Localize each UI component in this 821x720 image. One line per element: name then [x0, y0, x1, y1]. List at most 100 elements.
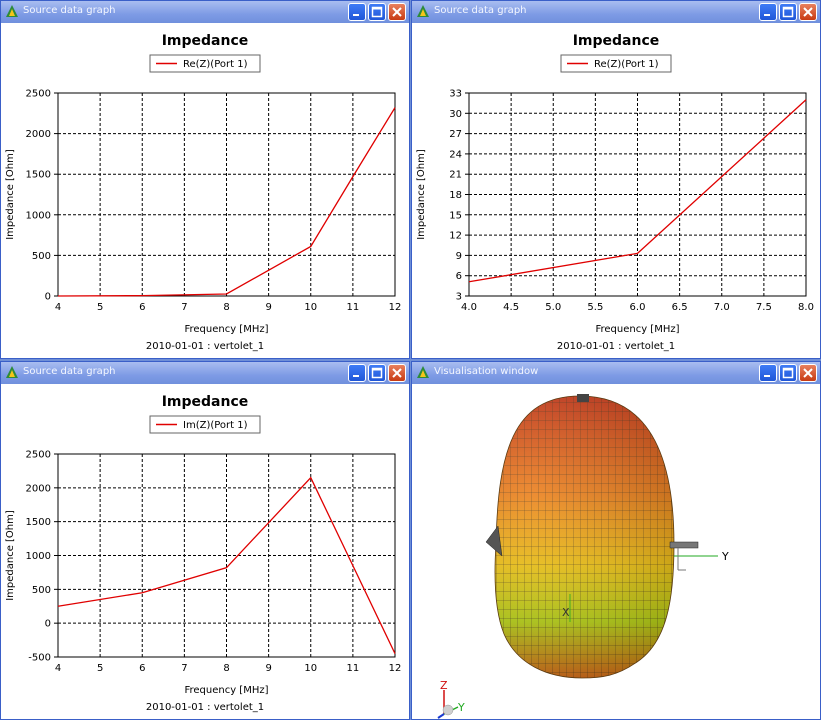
x-tick-label: 4: [55, 663, 61, 674]
window-titlebar[interactable]: Source data graph: [1, 362, 409, 384]
plot-frame: [57, 453, 396, 658]
y-tick-label: 30: [449, 109, 462, 120]
maximize-button[interactable]: [779, 364, 797, 382]
legend-box: [149, 415, 261, 434]
chart-legend: Re(Z)(Port 1): [149, 54, 261, 73]
source-data-graph-window-2[interactable]: Source data graph Impedance Re(Z)(Port 1)…: [411, 0, 821, 359]
y-tick-label: -500: [28, 653, 51, 664]
legend-label: Re(Z)(Port 1): [183, 59, 248, 70]
minimize-button[interactable]: [348, 3, 366, 21]
series-line: [468, 99, 807, 283]
x-tick-label: 9: [265, 302, 271, 313]
impedance-chart: Impedance Re(Z)(Port 1) 4.0 4.5 5.0 5.5 6.0 6.5…: [416, 33, 814, 352]
legend-box: [149, 54, 261, 73]
maximize-button[interactable]: [368, 3, 386, 21]
y-tick-label: 15: [449, 210, 462, 221]
x-tick-label: 5.5: [587, 302, 603, 313]
y-axis-label: Impedance [Ohm]: [416, 149, 427, 240]
chart-area: Impedance Re(Z)(Port 1) 4 5 6 7 8 9 10 11 12 0 500 10…: [1, 23, 409, 358]
x-tick-label: 7.0: [714, 302, 730, 313]
x-tick-label: 7: [181, 663, 187, 674]
x-tick-label: 7.5: [756, 302, 772, 313]
y-axis-label: Y: [457, 701, 465, 714]
minimize-button[interactable]: [348, 364, 366, 382]
chart-footer: 2010-01-01 : vertolet_1: [146, 341, 264, 352]
chart-area: Impedance Im(Z)(Port 1) 4 5 6 7 8 9 10 11 12 -500 0 5…: [1, 384, 409, 719]
window-titlebar[interactable]: Source data graph: [1, 1, 409, 23]
y-tick-label: 0: [45, 619, 51, 630]
antenna-model: [485, 394, 699, 557]
3d-viewport[interactable]: Y X Z Y: [412, 384, 820, 719]
x-tick-label: 9: [265, 663, 271, 674]
window-titlebar[interactable]: Visualisation window: [412, 362, 820, 384]
window-title: Visualisation window: [434, 366, 539, 377]
chart-footer: 2010-01-01 : vertolet_1: [557, 341, 675, 352]
y-axis-label: Impedance [Ohm]: [5, 510, 16, 601]
y-tick-label: 27: [449, 129, 462, 140]
y-tick-label: 6: [456, 271, 462, 282]
close-button[interactable]: [799, 3, 817, 21]
chart-footer: 2010-01-01 : vertolet_1: [146, 702, 264, 713]
x-axis-label: X: [562, 606, 570, 619]
close-button[interactable]: [799, 364, 817, 382]
x-tick-label: 10: [304, 663, 317, 674]
chart-title: Impedance: [162, 394, 249, 410]
y-tick-label: 33: [449, 89, 462, 100]
minimize-button[interactable]: [759, 364, 777, 382]
source-data-graph-window-1[interactable]: Source data graph Impedance Re(Z)(Port 1)…: [0, 0, 410, 359]
visualisation-window[interactable]: Visualisation window: [411, 361, 821, 720]
y-tick-label: 2500: [26, 450, 51, 461]
x-tick-label: 11: [347, 663, 360, 674]
window-title: Source data graph: [23, 366, 116, 377]
impedance-chart: Impedance Im(Z)(Port 1) 4 5 6 7 8 9 10 11 12 -500 0 5…: [5, 394, 402, 713]
y-axis-label: Impedance [Ohm]: [5, 149, 16, 240]
x-tick-label: 12: [389, 663, 402, 674]
x-tick-label: 5: [97, 302, 103, 313]
x-tick-label: 12: [389, 302, 402, 313]
x-tick-label: 4.0: [461, 302, 477, 313]
window-title: Source data graph: [434, 5, 527, 16]
app-icon: [6, 366, 18, 378]
y-tick-label: 1000: [26, 210, 51, 221]
y-tick-label: 9: [456, 251, 462, 262]
y-tick-label: 500: [32, 585, 51, 596]
y-tick-label: 500: [32, 251, 51, 262]
chart-area: Impedance Re(Z)(Port 1) 4.0 4.5 5.0 5.5 6.0 6.5…: [412, 23, 820, 358]
y-tick-label: 1500: [26, 517, 51, 528]
plot-frame: [468, 92, 807, 297]
axis-indicator: Y X: [562, 548, 729, 622]
window-title: Source data graph: [23, 5, 116, 16]
x-tick-label: 7: [181, 302, 187, 313]
x-tick-label: 8.0: [798, 302, 814, 313]
source-data-graph-window-3[interactable]: Source data graph Impedance Im(Z)(Port 1)…: [0, 361, 410, 720]
chart-title: Impedance: [573, 33, 660, 49]
x-tick-label: 8: [223, 663, 229, 674]
x-tick-label: 4.5: [503, 302, 519, 313]
legend-box: [560, 54, 672, 73]
plot-frame: [57, 92, 396, 297]
window-titlebar[interactable]: Source data graph: [412, 1, 820, 23]
y-tick-label: 21: [449, 170, 462, 181]
y-tick-label: 2000: [26, 129, 51, 140]
y-tick-label: 24: [449, 149, 462, 160]
y-tick-label: 1500: [26, 170, 51, 181]
x-tick-label: 5: [97, 663, 103, 674]
y-tick-label: 2500: [26, 89, 51, 100]
x-axis-label: Frequency [MHz]: [184, 685, 268, 696]
x-axis-label: Frequency [MHz]: [595, 324, 679, 335]
x-tick-label: 6: [139, 663, 145, 674]
close-button[interactable]: [388, 364, 406, 382]
close-button[interactable]: [388, 3, 406, 21]
maximize-button[interactable]: [368, 364, 386, 382]
app-icon: [417, 5, 429, 17]
x-tick-label: 8: [223, 302, 229, 313]
legend-label: Im(Z)(Port 1): [183, 420, 248, 431]
minimize-button[interactable]: [759, 3, 777, 21]
y-tick-label: 18: [449, 190, 462, 201]
maximize-button[interactable]: [779, 3, 797, 21]
y-tick-label: 2000: [26, 483, 51, 494]
radiation-lobe: [494, 395, 675, 679]
radiation-pattern-view[interactable]: Y X Z Y: [412, 384, 820, 720]
x-tick-label: 6.5: [672, 302, 688, 313]
chart-legend: Re(Z)(Port 1): [560, 54, 672, 73]
